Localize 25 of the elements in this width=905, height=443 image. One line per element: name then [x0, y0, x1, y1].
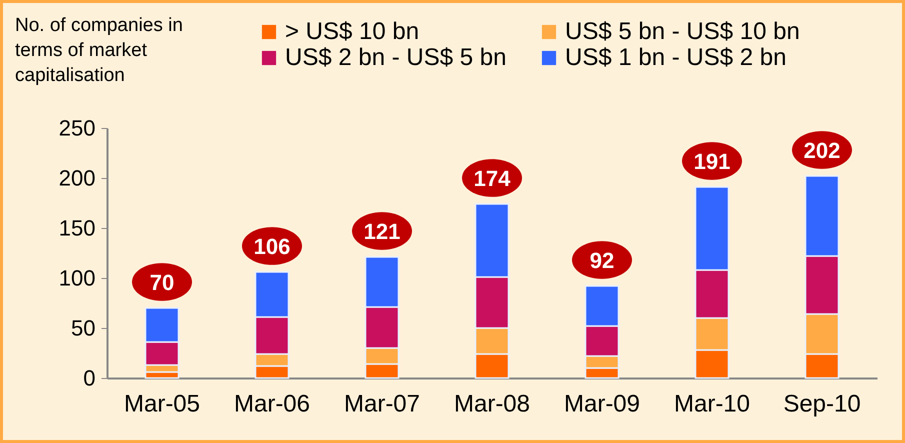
x-tick-label: Mar-06: [234, 390, 310, 418]
y-tick-label: 200: [58, 166, 96, 190]
y-tick-label: 50: [71, 316, 96, 340]
x-tick-label: Sep-10: [783, 390, 861, 418]
legend-label: US$ 2 bn - US$ 5 bn: [285, 44, 506, 71]
total-label: 121: [364, 219, 400, 244]
y-tick-label: 250: [58, 116, 96, 140]
legend-label: US$ 1 bn - US$ 2 bn: [565, 44, 786, 71]
x-tick-label: Mar-10: [674, 390, 750, 418]
total-label: 191: [694, 149, 730, 174]
y-axis-title: No. of companies in terms of market capitalisation: [15, 15, 183, 86]
total-label: 70: [150, 270, 174, 295]
total-label: 92: [590, 248, 614, 273]
total-label: 106: [254, 234, 290, 259]
legend-label: US$ 5 bn - US$ 10 bn: [565, 18, 800, 45]
legend-label: > US$ 10 bn: [285, 18, 420, 45]
y-tick-label: 150: [58, 216, 96, 240]
x-tick-label: Mar-07: [344, 390, 420, 418]
x-tick-label: Mar-09: [564, 390, 640, 418]
x-tick-label: Mar-05: [124, 390, 200, 418]
total-label: 174: [474, 166, 512, 191]
x-tick-label: Mar-08: [454, 390, 530, 418]
total-label: 202: [804, 138, 840, 163]
y-tick-label: 100: [58, 266, 96, 290]
y-tick-label: 0: [83, 366, 96, 390]
